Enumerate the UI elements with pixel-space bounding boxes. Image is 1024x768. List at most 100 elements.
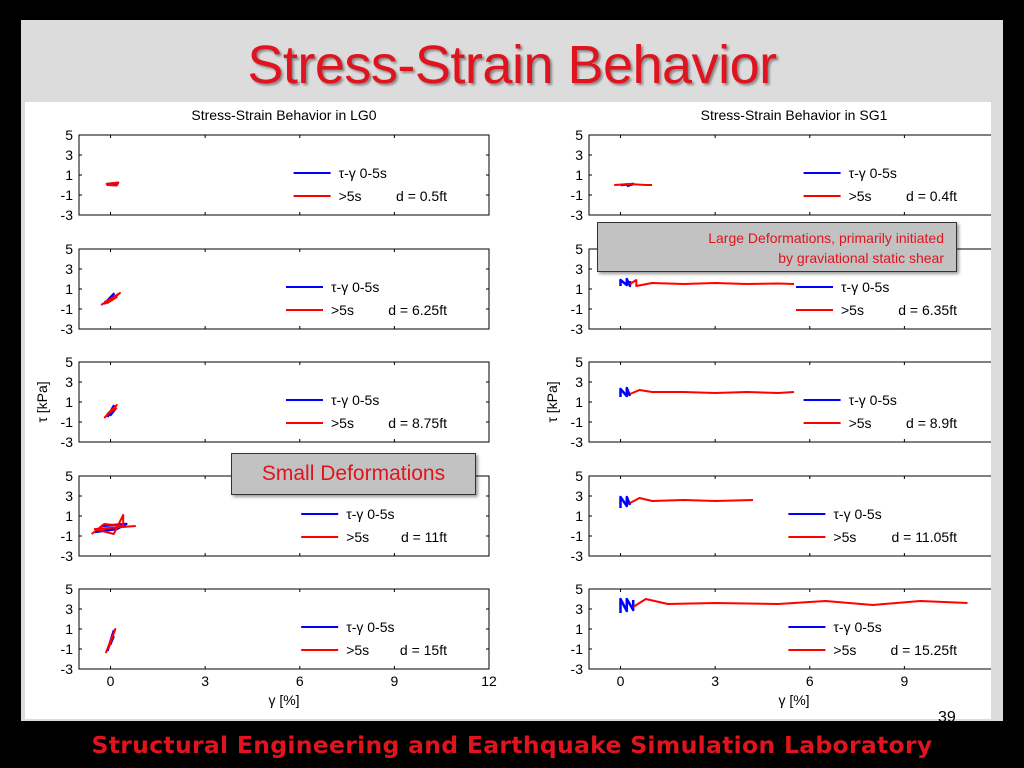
depth-label: d = 11.05ft: [891, 529, 957, 545]
chart-title-0: Stress-Strain Behavior in LG0: [191, 107, 376, 123]
y-tick-label: 5: [65, 127, 73, 143]
y-tick-label: -3: [571, 207, 584, 223]
stress-strain-figure: Stress-Strain Behavior in LG0 5 3 1 -1 -3 τ-γ …: [34, 107, 991, 708]
y-tick-label: 1: [575, 167, 583, 183]
y-tick-label: 3: [575, 601, 583, 617]
legend-gt5s-label: >5s: [833, 529, 856, 545]
y-tick-label: -3: [571, 548, 584, 564]
series-gt5s-line: [629, 497, 754, 504]
subplot-axes: [78, 361, 490, 443]
y-tick-label: 3: [65, 488, 73, 504]
y-tick-label: 1: [575, 621, 583, 637]
y-tick-label: -3: [571, 321, 584, 337]
y-tick-label: 5: [575, 581, 583, 597]
depth-label: d = 8.9ft: [906, 415, 957, 431]
x-axis-label-1: γ [%]: [778, 692, 809, 708]
depth-label: d = 0.5ft: [396, 188, 447, 204]
depth-label: d = 15ft: [400, 642, 447, 658]
chart-title-1: Stress-Strain Behavior in SG1: [701, 107, 888, 123]
y-tick-label: 1: [65, 167, 73, 183]
depth-label: d = 6.35ft: [898, 302, 957, 318]
subplot-axes: [78, 134, 490, 216]
y-tick-label: -1: [571, 187, 584, 203]
series-gt5s-line: [90, 514, 136, 535]
y-tick-label: -3: [571, 661, 584, 677]
y-tick-label: -1: [571, 641, 584, 657]
y-tick-label: 1: [65, 508, 73, 524]
legend-0-5s-label: τ-γ 0-5s: [331, 392, 379, 408]
y-tick-label: 1: [575, 394, 583, 410]
y-tick-label: -1: [571, 301, 584, 317]
x-tick-label: 9: [390, 673, 398, 689]
legend-0-5s-label: τ-γ 0-5s: [339, 165, 387, 181]
x-tick-label: 6: [296, 673, 304, 689]
legend-0-5s-label: τ-γ 0-5s: [833, 619, 881, 635]
y-tick-label: -1: [61, 301, 74, 317]
legend-0-5s-label: τ-γ 0-5s: [841, 279, 889, 295]
y-axis-label-1: τ [kPa]: [544, 381, 560, 422]
legend-0-5s-label: τ-γ 0-5s: [346, 506, 394, 522]
x-tick-label: 3: [201, 673, 209, 689]
slide-title: Stress-Strain Behavior: [247, 35, 777, 95]
y-tick-label: 5: [575, 127, 583, 143]
y-tick-label: 3: [65, 374, 73, 390]
y-tick-label: -1: [61, 528, 74, 544]
legend-0-5s-label: τ-γ 0-5s: [346, 619, 394, 635]
y-axis-label-0: τ [kPa]: [34, 381, 50, 422]
subplot-axes: [78, 588, 490, 670]
subplot-axes: [78, 248, 490, 330]
legend-0-5s-label: τ-γ 0-5s: [849, 165, 897, 181]
depth-label: d = 11ft: [401, 529, 447, 545]
y-tick-label: 3: [575, 261, 583, 277]
legend-gt5s-label: >5s: [331, 415, 354, 431]
series-gt5s-line: [629, 389, 795, 395]
legend-gt5s-label: >5s: [339, 188, 362, 204]
footer-lab-name: Structural Engineering and Earthquake Si…: [91, 731, 933, 759]
y-tick-label: 3: [65, 601, 73, 617]
series-gt5s-line: [100, 292, 121, 306]
y-tick-label: 3: [575, 374, 583, 390]
y-tick-label: -3: [571, 434, 584, 450]
x-tick-label: 6: [806, 673, 814, 689]
y-tick-label: -1: [61, 187, 74, 203]
y-tick-label: 5: [65, 468, 73, 484]
y-tick-label: 1: [575, 508, 583, 524]
y-tick-label: -3: [61, 321, 74, 337]
y-tick-label: -3: [61, 661, 74, 677]
y-tick-label: 5: [575, 468, 583, 484]
legend-0-5s-label: τ-γ 0-5s: [331, 279, 379, 295]
depth-label: d = 15.25ft: [890, 642, 957, 658]
slide-number: 39: [938, 709, 956, 726]
series-gt5s-line: [632, 598, 968, 608]
y-tick-label: 5: [575, 354, 583, 370]
series-gt5s-line: [103, 404, 118, 419]
y-tick-label: 1: [65, 621, 73, 637]
y-tick-label: 5: [65, 241, 73, 257]
series-gt5s-line: [105, 181, 120, 187]
series-0-5s-line: [619, 495, 632, 508]
legend-gt5s-label: >5s: [849, 188, 872, 204]
y-tick-label: 3: [575, 488, 583, 504]
y-tick-label: 3: [65, 261, 73, 277]
subplot-axes: [588, 475, 991, 557]
x-tick-label: 0: [107, 673, 115, 689]
legend-gt5s-label: >5s: [833, 642, 856, 658]
y-tick-label: 3: [65, 147, 73, 163]
legend-gt5s-label: >5s: [346, 642, 369, 658]
y-tick-label: 1: [65, 281, 73, 297]
legend-gt5s-label: >5s: [849, 415, 872, 431]
series-gt5s-line: [629, 279, 795, 287]
subplot-axes: [588, 361, 991, 443]
x-tick-label: 0: [617, 673, 625, 689]
y-tick-label: -1: [571, 414, 584, 430]
legend-gt5s-label: >5s: [331, 302, 354, 318]
y-tick-label: 5: [65, 354, 73, 370]
y-tick-label: 1: [575, 281, 583, 297]
series-0-5s-line: [619, 386, 632, 398]
legend-gt5s-label: >5s: [346, 529, 369, 545]
y-tick-label: -1: [61, 641, 74, 657]
depth-label: d = 8.75ft: [388, 415, 447, 431]
subplot-axes: [588, 134, 991, 216]
figure-panel: Stress-Strain Behavior in LG0 5 3 1 -1 -3 τ-γ …: [25, 102, 991, 719]
series-gt5s-line: [614, 183, 653, 186]
